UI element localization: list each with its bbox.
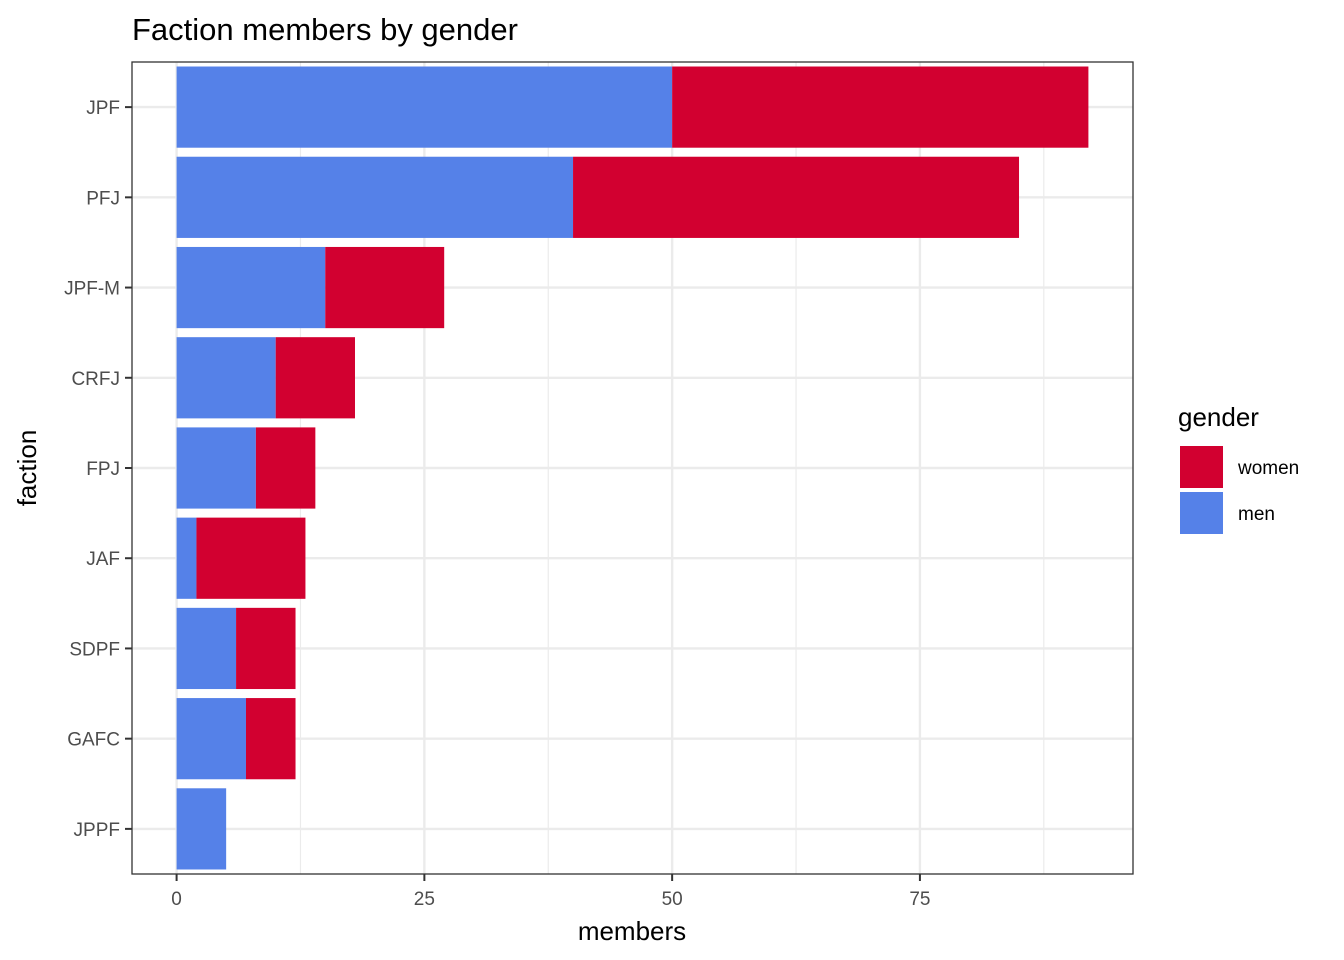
x-tick-label: 0 [171,889,182,910]
legend-title: gender [1178,402,1259,432]
bars [176,66,1089,870]
bar-men-jppf [176,788,227,870]
y-tick-label: JPPF [74,820,120,841]
y-tick-label: JPF-M [64,279,120,300]
bar-men-pfj [176,156,574,238]
y-tick-label: PFJ [86,188,120,209]
y-tick-label: SDPF [69,639,120,660]
legend: gender women men [1178,402,1299,534]
bar-men-crfj [176,337,276,419]
bar-men-gafc [176,698,246,780]
bar-women-jaf [196,517,306,599]
x-axis: 0 25 50 75 [171,874,930,910]
bar-women-crfj [275,337,355,419]
x-tick-label: 50 [662,889,683,910]
legend-key-men [1180,492,1223,534]
y-tick-label: FPJ [86,459,120,480]
chart-title: Faction members by gender [132,12,518,47]
bar-women-jpf [672,66,1089,148]
bar-men-jpf [176,66,673,148]
legend-label-men: men [1238,504,1275,525]
bar-men-fpj [176,427,256,509]
x-tick-label: 75 [909,889,930,910]
bar-men-jpf-m [176,246,326,329]
bar-men-jaf [176,517,197,599]
bar-women-pfj [573,156,1020,238]
legend-label-women: women [1237,458,1299,479]
y-tick-label: JAF [86,549,120,570]
bar-women-jpf-m [325,246,445,329]
bar-women-fpj [255,427,316,509]
x-axis-title: members [578,916,686,946]
legend-key-women [1180,446,1223,488]
bar-women-sdpf [236,607,296,690]
y-tick-label: JPF [86,98,120,119]
bar-women-gafc [245,698,296,780]
y-axis-title: faction [12,430,42,507]
y-axis: JPF PFJ JPF-M CRFJ FPJ JAF SDPF GAFC JPPF [64,98,132,841]
y-tick-label: GAFC [67,730,120,751]
y-tick-label: CRFJ [71,369,120,390]
x-tick-label: 25 [414,889,435,910]
bar-men-sdpf [176,607,237,690]
